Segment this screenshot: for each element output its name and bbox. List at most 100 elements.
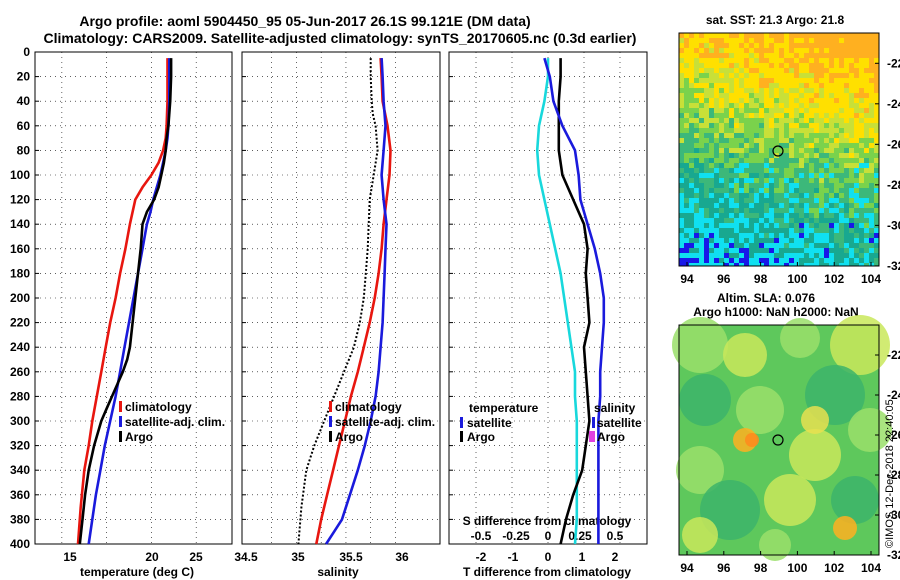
sst-cell [854,153,859,158]
sst-cell [874,158,879,163]
sst-cell [829,123,834,128]
sst-cell [869,83,874,88]
sst-cell [854,233,859,238]
sst-cell [804,63,809,68]
sst-cell [849,33,854,38]
sst-cell [684,53,689,58]
sst-cell [679,238,684,243]
sst-cell [874,143,879,148]
sst-cell [834,93,839,98]
sst-cell [844,208,849,213]
sst-cell [759,213,764,218]
sst-cell [739,43,744,48]
sst-cell [769,73,774,78]
sst-cell [804,148,809,153]
map-lat-tick-label: -26 [887,137,900,151]
sst-cell [759,43,764,48]
temperature-legend: climatology satellite-adj. clim. Argo [119,400,225,444]
sst-cell [694,73,699,78]
series-line-argo-t [557,58,591,545]
sst-cell [759,93,764,98]
sst-cell [739,158,744,163]
sst-cell [864,258,869,263]
sst-cell [789,68,794,73]
sst-cell [804,123,809,128]
sst-cell [819,158,824,163]
sst-cell [749,68,754,73]
sst-cell [849,108,854,113]
sst-cell [734,223,739,228]
sst-cell [859,48,864,53]
sst-cell [814,213,819,218]
sst-cell [819,228,824,233]
sst-cell [734,143,739,148]
sst-cell [689,63,694,68]
sla-map-frame [678,324,880,556]
sst-cell [694,163,699,168]
sst-cell [859,238,864,243]
sst-cell [694,118,699,123]
sst-cell [784,123,789,128]
sst-cell [794,68,799,73]
sst-cell [779,143,784,148]
sst-cell [824,198,829,203]
sst-cell [819,198,824,203]
sst-cell [709,148,714,153]
sst-cell [834,33,839,38]
sst-cell [864,68,869,73]
sst-cell [694,253,699,258]
sst-cell [729,233,734,238]
sst-cell [799,168,804,173]
sla-blob [723,333,767,377]
sst-cell [759,123,764,128]
sst-cell [719,143,724,148]
sst-cell [734,58,739,63]
sst-cell [734,183,739,188]
sst-cell [784,48,789,53]
sst-cell [859,193,864,198]
sst-cell [744,48,749,53]
sst-cell [834,163,839,168]
sst-cell [819,103,824,108]
sst-cell [794,193,799,198]
sst-cell [769,33,774,38]
sst-cell [689,253,694,258]
sst-cell [769,228,774,233]
sst-cell [744,103,749,108]
sst-cell [684,108,689,113]
sst-cell [789,138,794,143]
sst-cell [849,68,854,73]
temperature-tick-label: 15 [63,550,77,564]
sst-cell [844,78,849,83]
sst-cell [844,183,849,188]
sst-cell [684,148,689,153]
sst-cell [874,88,879,93]
sst-cell [679,263,684,266]
sst-cell [789,158,794,163]
sst-cell [769,138,774,143]
sst-cell [729,133,734,138]
sst-cell [789,263,794,266]
sst-cell [779,148,784,153]
sst-cell [684,198,689,203]
sst-cell [769,48,774,53]
sst-cell [719,253,724,258]
sst-cell [739,123,744,128]
sst-cell [759,208,764,213]
sst-cell [779,208,784,213]
sst-cell [689,198,694,203]
sst-cell [699,138,704,143]
map-lat-tick-label: -24 [887,97,900,111]
sst-cell [804,218,809,223]
sst-cell [684,203,689,208]
sst-cell [779,263,784,266]
sst-cell [874,188,879,193]
sst-cell [844,168,849,173]
sst-cell [804,33,809,38]
sst-cell [809,93,814,98]
sst-cell [769,233,774,238]
sst-cell [864,228,869,233]
sst-cell [694,218,699,223]
sst-cell [694,58,699,63]
sst-cell [869,173,874,178]
